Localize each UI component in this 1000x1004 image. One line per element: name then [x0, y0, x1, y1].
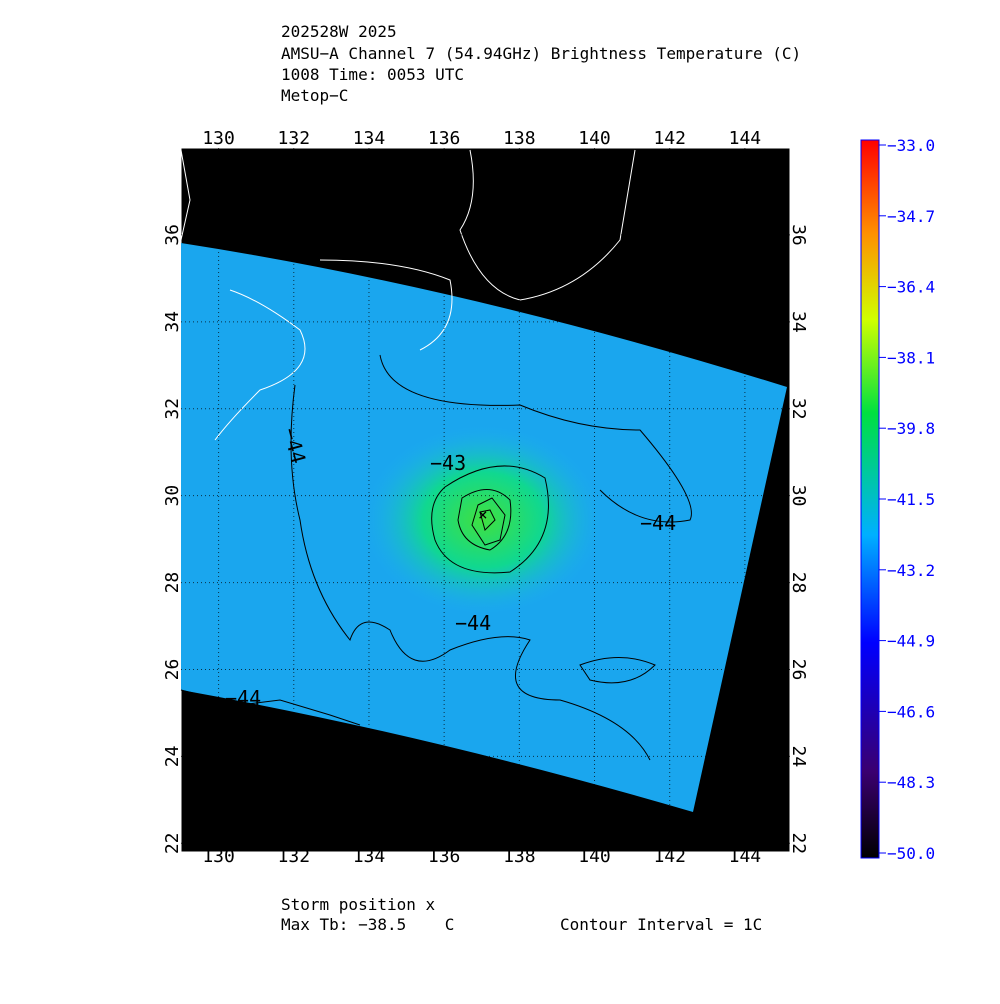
colorbar-label: −33.0	[887, 136, 935, 155]
lat-label-left: 24	[162, 746, 183, 768]
colorbar-label: −44.9	[887, 632, 935, 651]
lon-label-bottom: 144	[729, 846, 762, 867]
colorbar-ticks: −33.0 −34.7 −36.4 −38.1 −39.8 −41.5 −43.2 −44.9…	[879, 136, 935, 863]
contour-label: −44	[640, 511, 676, 535]
lon-label-top: 130	[202, 128, 235, 149]
coastline	[180, 149, 636, 441]
contours	[180, 354, 692, 761]
colorbar-label: −34.7	[887, 207, 935, 226]
header: 202528W 2025 AMSU−A Channel 7 (54.94GHz)…	[281, 22, 801, 105]
lat-label-right: 24	[788, 746, 809, 768]
lon-label-top: 134	[353, 128, 386, 149]
colorbar-label: −36.4	[887, 278, 935, 297]
footer-interval: Contour Interval = 1C	[560, 915, 762, 934]
lat-label-left: 32	[162, 398, 183, 420]
lat-label-left: 22	[162, 832, 183, 854]
lat-label-left: 36	[162, 224, 183, 246]
warm-core	[363, 425, 603, 615]
contour-label: −44	[455, 611, 491, 635]
colorbar-label: −41.5	[887, 490, 935, 509]
lon-label-bottom: 130	[202, 846, 235, 867]
lon-label-top: 132	[278, 128, 311, 149]
header-line: 1008 Time: 0053 UTC	[281, 65, 464, 84]
colorbar-label: −43.2	[887, 561, 935, 580]
lon-label-bottom: 134	[353, 846, 386, 867]
colorbar-label: −39.8	[887, 419, 935, 438]
lat-label-left: 28	[162, 572, 183, 594]
header-line: 202528W 2025	[281, 22, 397, 41]
colorbar-label: −48.3	[887, 773, 935, 792]
colorbar-label: −38.1	[887, 348, 935, 367]
lon-label-top: 140	[578, 128, 611, 149]
lat-label-left: 34	[162, 311, 183, 333]
header-line: Metop−C	[281, 86, 348, 105]
lon-label-bottom: 138	[503, 846, 536, 867]
lat-label-right: 22	[788, 832, 809, 854]
lat-label-left: 26	[162, 659, 183, 681]
lat-label-right: 28	[788, 572, 809, 594]
footer-maxtb: Max Tb: −38.5 C	[281, 915, 454, 934]
lon-label-top: 136	[428, 128, 461, 149]
footer-storm: Storm position x	[281, 895, 435, 914]
colorbar-label: −50.0	[887, 844, 935, 863]
lon-label-top: 142	[653, 128, 686, 149]
lon-label-bottom: 132	[278, 846, 311, 867]
lat-label-right: 30	[788, 485, 809, 507]
contour-label: −44	[225, 686, 261, 710]
header-line: AMSU−A Channel 7 (54.94GHz) Brightness T…	[281, 44, 801, 63]
colorbar-label: −46.6	[887, 702, 935, 721]
lat-label-right: 34	[788, 311, 809, 333]
lat-label-left: 30	[162, 485, 183, 507]
lon-label-bottom: 140	[578, 846, 611, 867]
contour-label: −43	[430, 451, 466, 475]
lat-label-right: 36	[788, 224, 809, 246]
lat-label-right: 32	[788, 398, 809, 420]
lon-label-bottom: 142	[653, 846, 686, 867]
lat-label-right: 26	[788, 659, 809, 681]
lon-label-top: 144	[729, 128, 762, 149]
graticule: 130 130 132 132 134 134 136 136 138 138 140 140 142 1…	[162, 128, 809, 867]
colorbar	[860, 139, 880, 859]
storm-marker: ×	[478, 505, 488, 524]
contour-labels: −43 −44 −44 −44 −44	[225, 425, 676, 710]
lon-label-bottom: 136	[428, 846, 461, 867]
lon-label-top: 138	[503, 128, 536, 149]
